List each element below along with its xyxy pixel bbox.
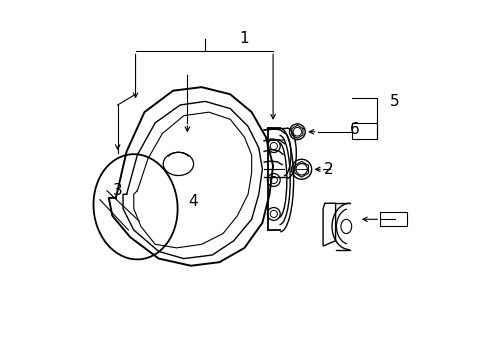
Text: 4: 4: [187, 194, 197, 209]
Text: 1: 1: [239, 31, 249, 46]
Text: 3: 3: [113, 183, 122, 198]
Text: 2: 2: [323, 162, 333, 177]
Text: 6: 6: [349, 122, 359, 138]
Text: 5: 5: [389, 94, 399, 109]
